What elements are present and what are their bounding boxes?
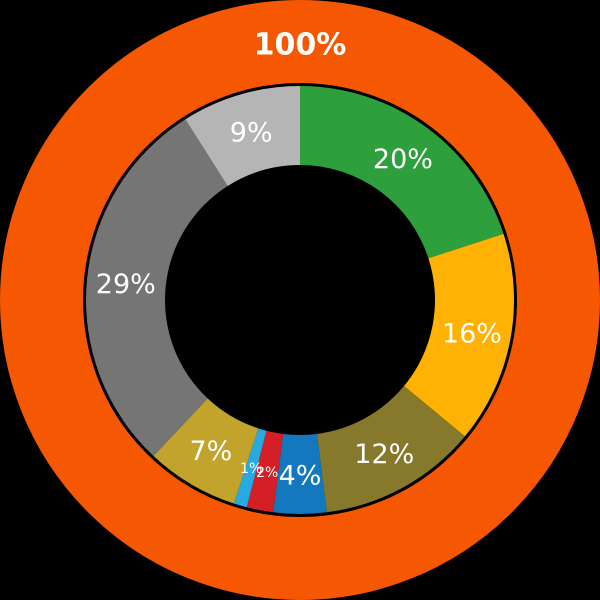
segment-20pct [300, 86, 504, 259]
outer-ring-label: 100% [254, 28, 347, 63]
segment-label-7pct: 7% [189, 436, 232, 467]
segment-label-4pct: 4% [279, 460, 322, 491]
segment-2pct [246, 430, 284, 513]
segment-12pct [316, 386, 465, 513]
segment-label-9pct: 9% [230, 117, 273, 148]
segment-label-16pct: 16% [442, 318, 502, 349]
segment-label-2pct: 2% [256, 465, 278, 481]
segment-label-12pct: 12% [354, 439, 414, 470]
segment-label-20pct: 20% [373, 144, 433, 175]
segment-1pct [233, 428, 267, 508]
segment-4pct [273, 433, 327, 514]
segment-16pct [404, 233, 515, 437]
segment-29pct [85, 119, 228, 456]
segment-label-1pct: 1% [240, 461, 262, 477]
segment-7pct [153, 398, 259, 504]
segment-label-29pct: 29% [96, 269, 156, 300]
segment-9pct [185, 86, 300, 187]
